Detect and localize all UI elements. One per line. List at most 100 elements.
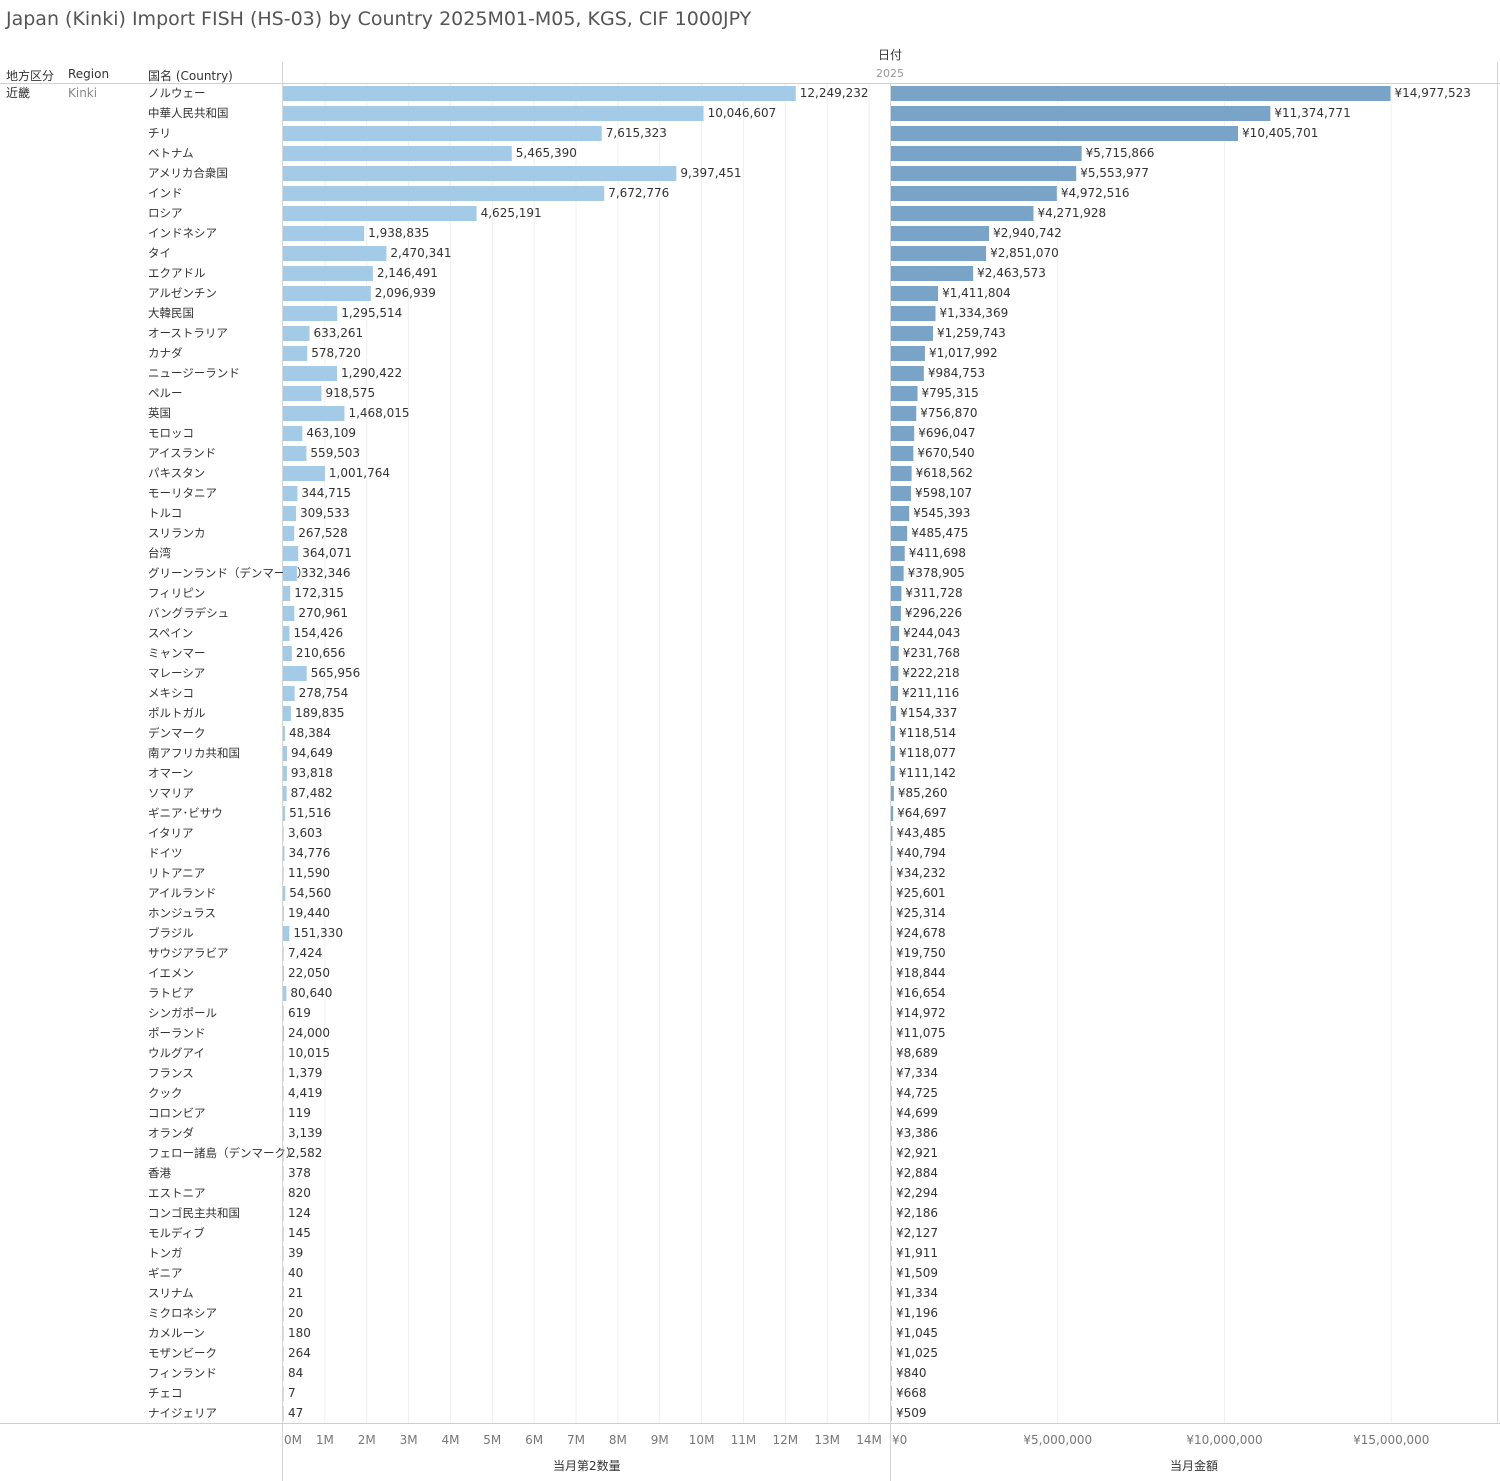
amount-data-label: ¥118,514 bbox=[899, 726, 956, 740]
quantity-data-label: 189,835 bbox=[295, 706, 345, 720]
amount-bar bbox=[891, 726, 895, 741]
amount-data-label: ¥4,972,516 bbox=[1061, 186, 1130, 200]
amount-tick-label: ¥10,000,000 bbox=[1186, 1433, 1262, 1447]
quantity-bar bbox=[283, 1266, 284, 1281]
country-label: エストニア bbox=[148, 1186, 206, 1200]
amount-data-label: ¥840 bbox=[896, 1366, 927, 1380]
quantity-data-label: 820 bbox=[288, 1186, 311, 1200]
amount-data-label: ¥25,601 bbox=[896, 886, 946, 900]
amount-data-label: ¥231,768 bbox=[903, 646, 960, 660]
quantity-bar bbox=[283, 886, 286, 901]
quantity-tick-label: 14M bbox=[856, 1433, 882, 1447]
quantity-data-label: 364,071 bbox=[302, 546, 352, 560]
quantity-bar bbox=[283, 1026, 285, 1041]
quantity-bar bbox=[283, 446, 307, 461]
amount-bar bbox=[891, 206, 1034, 221]
quantity-data-label: 24,000 bbox=[288, 1026, 330, 1040]
quantity-bar bbox=[283, 1406, 284, 1421]
amount-data-label: ¥1,911 bbox=[896, 1246, 938, 1260]
amount-data-label: ¥545,393 bbox=[913, 506, 970, 520]
amount-bar bbox=[891, 1086, 892, 1101]
quantity-data-label: 565,956 bbox=[311, 666, 361, 680]
amount-data-label: ¥2,463,573 bbox=[977, 266, 1046, 280]
quantity-bar bbox=[283, 1106, 284, 1121]
quantity-data-label: 463,109 bbox=[306, 426, 356, 440]
quantity-bar bbox=[283, 406, 345, 421]
amount-data-label: ¥18,844 bbox=[896, 966, 946, 980]
country-label: ペルー bbox=[148, 386, 183, 400]
country-label: トンガ bbox=[148, 1246, 183, 1260]
quantity-data-label: 11,590 bbox=[288, 866, 330, 880]
amount-data-label: ¥1,045 bbox=[896, 1326, 938, 1340]
country-label: チリ bbox=[148, 126, 171, 140]
quantity-data-label: 119 bbox=[288, 1106, 311, 1120]
quantity-bar bbox=[283, 686, 295, 701]
country-label: アメリカ合衆国 bbox=[148, 166, 228, 180]
quantity-bar bbox=[283, 346, 308, 361]
quantity-bar bbox=[283, 546, 299, 561]
amount-data-label: ¥311,728 bbox=[905, 586, 962, 600]
quantity-bar bbox=[283, 146, 512, 161]
amount-data-label: ¥1,259,743 bbox=[937, 326, 1006, 340]
quantity-bar bbox=[283, 186, 605, 201]
chart-title: Japan (Kinki) Import FISH (HS-03) by Cou… bbox=[6, 8, 752, 30]
quantity-data-label: 151,330 bbox=[293, 926, 343, 940]
quantity-data-label: 84 bbox=[288, 1366, 303, 1380]
quantity-tick-label: 12M bbox=[773, 1433, 799, 1447]
quantity-data-label: 19,440 bbox=[288, 906, 330, 920]
country-label: アルゼンチン bbox=[148, 286, 217, 300]
country-label: ラトビア bbox=[148, 986, 194, 1000]
country-label: シンガポール bbox=[148, 1006, 217, 1020]
country-label: モルディブ bbox=[148, 1226, 205, 1240]
amount-bar bbox=[891, 926, 892, 941]
quantity-bar bbox=[283, 1146, 284, 1161]
amount-data-label: ¥670,540 bbox=[917, 446, 974, 460]
quantity-bar bbox=[283, 726, 286, 741]
quantity-data-label: 1,290,422 bbox=[341, 366, 402, 380]
quantity-bar bbox=[283, 326, 310, 341]
amount-bar bbox=[891, 1386, 892, 1401]
amount-bar bbox=[891, 186, 1057, 201]
quantity-bar bbox=[283, 906, 284, 921]
quantity-bar bbox=[283, 1286, 284, 1301]
amount-bar bbox=[891, 866, 893, 881]
amount-bar bbox=[891, 966, 892, 981]
quantity-data-label: 2,096,939 bbox=[375, 286, 436, 300]
quantity-bar bbox=[283, 306, 338, 321]
quantity-data-label: 7,672,776 bbox=[608, 186, 669, 200]
quantity-bar bbox=[283, 1166, 284, 1181]
quantity-data-label: 270,961 bbox=[298, 606, 348, 620]
quantity-data-label: 124 bbox=[288, 1206, 311, 1220]
quantity-data-label: 4,419 bbox=[288, 1086, 322, 1100]
quantity-tick-label: 0M bbox=[284, 1433, 302, 1447]
quantity-data-label: 34,776 bbox=[288, 846, 330, 860]
quantity-bar bbox=[283, 386, 322, 401]
quantity-data-label: 2,146,491 bbox=[377, 266, 438, 280]
amount-data-label: ¥118,077 bbox=[899, 746, 956, 760]
country-label: カメルーン bbox=[148, 1326, 205, 1340]
amount-bar bbox=[891, 386, 918, 401]
quantity-bar bbox=[283, 846, 285, 861]
amount-bar bbox=[891, 226, 990, 241]
header-year: 2025 bbox=[876, 67, 904, 80]
amount-bar bbox=[891, 166, 1077, 181]
quantity-data-label: 172,315 bbox=[294, 586, 344, 600]
country-label: タイ bbox=[148, 246, 171, 260]
quantity-data-label: 1,379 bbox=[288, 1066, 322, 1080]
quantity-bar bbox=[283, 1086, 284, 1101]
amount-bar bbox=[891, 426, 915, 441]
quantity-data-label: 87,482 bbox=[291, 786, 333, 800]
amount-tick-label: ¥0 bbox=[892, 1433, 907, 1447]
quantity-tick-label: 2M bbox=[358, 1433, 376, 1447]
amount-data-label: ¥14,977,523 bbox=[1395, 86, 1471, 100]
quantity-tick-label: 1M bbox=[316, 1433, 334, 1447]
quantity-data-label: 559,503 bbox=[310, 446, 360, 460]
amount-data-label: ¥411,698 bbox=[909, 546, 966, 560]
quantity-data-label: 1,295,514 bbox=[341, 306, 402, 320]
axis-title-amount: 当月金額 bbox=[1170, 1459, 1219, 1473]
quantity-data-label: 332,346 bbox=[301, 566, 351, 580]
country-label: インドネシア bbox=[148, 226, 217, 240]
quantity-bar bbox=[283, 486, 298, 501]
quantity-data-label: 1,938,835 bbox=[368, 226, 429, 240]
